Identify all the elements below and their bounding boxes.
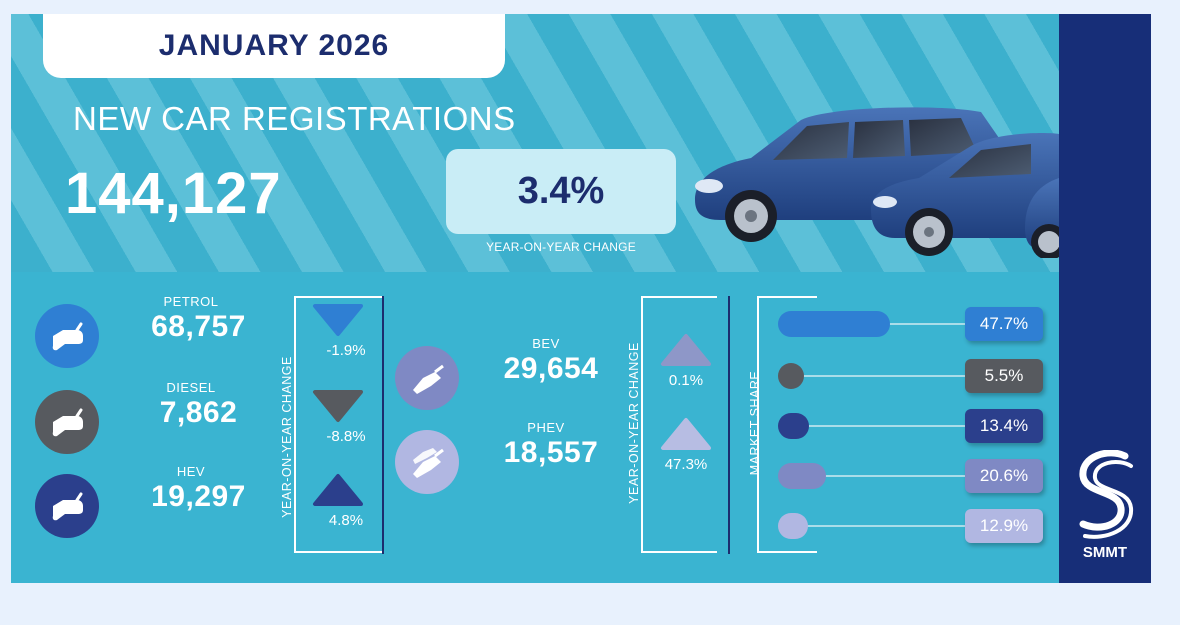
- share-value-badge: 5.5%: [965, 359, 1043, 393]
- diesel-icon-circle: [35, 390, 99, 454]
- share-track: [788, 525, 968, 527]
- trend-up-icon: [313, 474, 363, 506]
- share-bar: [778, 311, 890, 337]
- petrol-yoy-change: -1.9%: [326, 342, 366, 359]
- smmt-logo-icon: [1079, 450, 1134, 539]
- share-value-badge: 20.6%: [965, 459, 1043, 493]
- charging-plug-icon: [413, 364, 444, 394]
- trend-up-icon: [661, 334, 711, 366]
- share-value-badge: 12.9%: [965, 509, 1043, 543]
- section-divider-left: [382, 296, 384, 554]
- car-hatchback-icon: [871, 133, 1059, 256]
- market-share-bracket-top: [757, 296, 817, 298]
- petrol-registrations: 68,757: [151, 310, 246, 343]
- yoy-bracket-left-bottom: [294, 551, 382, 553]
- trend-up-icon: [661, 418, 711, 450]
- registrations-infographic: JANUARY 2026 NEW CAR REGISTRATIONS 144,1…: [11, 14, 1151, 583]
- share-track: [788, 425, 968, 427]
- trend-down-icon: [313, 304, 363, 336]
- car-ev-icon: [1025, 178, 1059, 258]
- yoy-bracket-right-bottom: [641, 551, 717, 553]
- yoy-bracket-right: [641, 296, 643, 552]
- yoy-change-caption: YEAR-ON-YEAR CHANGE: [486, 240, 636, 254]
- share-bar: [778, 463, 827, 489]
- trend-down-icon: [313, 390, 363, 422]
- hev-yoy-change: 4.8%: [328, 512, 364, 529]
- charging-plug-icon: [413, 448, 444, 478]
- hev-label: HEV: [176, 464, 206, 479]
- fuel-pump-icon: [52, 492, 83, 521]
- share-track: [788, 475, 968, 477]
- diesel-label: DIESEL: [166, 380, 216, 395]
- phev-registrations: 18,557: [503, 436, 599, 469]
- phev-yoy-change: 47.3%: [664, 456, 708, 473]
- share-bar: [778, 363, 804, 389]
- yoy-change-box: 3.4%: [446, 149, 676, 234]
- hev-icon-circle: [35, 474, 99, 538]
- share-value-badge: 13.4%: [965, 409, 1043, 443]
- total-registrations: 144,127: [65, 161, 282, 226]
- phev-icon-circle: [395, 430, 459, 494]
- date-label: JANUARY 2026: [158, 29, 390, 62]
- yoy-bracket-right-top: [641, 296, 717, 298]
- petrol-icon-circle: [35, 304, 99, 368]
- bev-label: BEV: [532, 336, 560, 351]
- bev-yoy-change: 0.1%: [668, 372, 704, 389]
- yoy-bracket-left: [294, 296, 296, 552]
- date-tab: JANUARY 2026: [43, 14, 505, 78]
- diesel-yoy-change: -8.8%: [326, 428, 366, 445]
- share-bar: [778, 513, 809, 539]
- petrol-label: PETROL: [163, 294, 219, 309]
- yoy-axis-label-right: YEAR-ON-YEAR CHANGE: [627, 342, 641, 504]
- cars-illustration: [695, 107, 1059, 258]
- brand-name: SMMT: [1082, 544, 1128, 561]
- section-divider-right: [728, 296, 730, 554]
- page-title: NEW CAR REGISTRATIONS: [73, 100, 516, 137]
- fuel-pump-icon: [52, 408, 83, 437]
- yoy-bracket-left-top: [294, 296, 382, 298]
- bev-registrations: 29,654: [503, 352, 599, 385]
- market-share-bracket: [757, 296, 759, 552]
- fuel-pump-icon: [52, 322, 83, 351]
- share-bar: [778, 413, 810, 439]
- share-track: [788, 375, 968, 377]
- market-share-bracket-bottom: [757, 551, 817, 553]
- market-share-axis-label: MARKET SHARE: [748, 370, 762, 476]
- hev-registrations: 19,297: [151, 480, 246, 513]
- bev-icon-circle: [395, 346, 459, 410]
- share-value-badge: 47.7%: [965, 307, 1043, 341]
- yoy-change-value: 3.4%: [517, 170, 605, 212]
- phev-label: PHEV: [527, 420, 565, 435]
- diesel-registrations: 7,862: [159, 396, 238, 429]
